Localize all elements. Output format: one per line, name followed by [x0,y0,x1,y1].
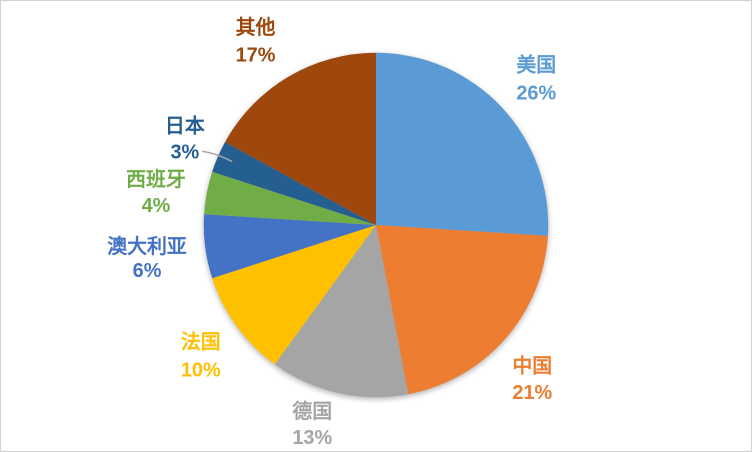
slice-label-name-3: 法国 [181,329,221,353]
slice-label-pct-0: 26% [516,83,556,105]
slice-label-name-7: 其他 [236,15,276,39]
slice-label-name-2: 德国 [292,399,332,423]
pie-slice-2[interactable] [274,225,409,398]
slice-label-name-5: 西班牙 [126,168,186,191]
pie-slice-5[interactable] [204,171,376,226]
slice-label-pct-3: 10% [181,359,221,381]
pie-slice-1[interactable] [376,225,548,395]
leader-line [202,150,233,163]
slice-label-name-4: 澳大利亚 [107,234,187,258]
slice-label-name-1: 中国 [512,353,552,377]
pie-slice-4[interactable] [203,214,376,279]
slice-label-name-6: 日本 [165,114,205,137]
slice-label-pct-7: 17% [236,45,276,67]
slice-label-name-0: 美国 [516,53,556,77]
pie-slice-3[interactable] [212,225,376,365]
slice-label-pct-1: 21% [512,382,552,404]
slice-label-pct-4: 6% [133,260,162,282]
slice-label-pct-2: 13% [292,427,332,449]
pie-slices-group [203,52,549,398]
slice-label-pct-6: 3% [170,141,199,163]
pie-slice-7[interactable] [225,52,376,226]
pie-slice-0[interactable] [376,52,549,236]
pie-slice-6[interactable] [212,142,376,226]
leader-line-group [202,150,233,163]
slice-label-pct-5: 4% [142,195,171,217]
